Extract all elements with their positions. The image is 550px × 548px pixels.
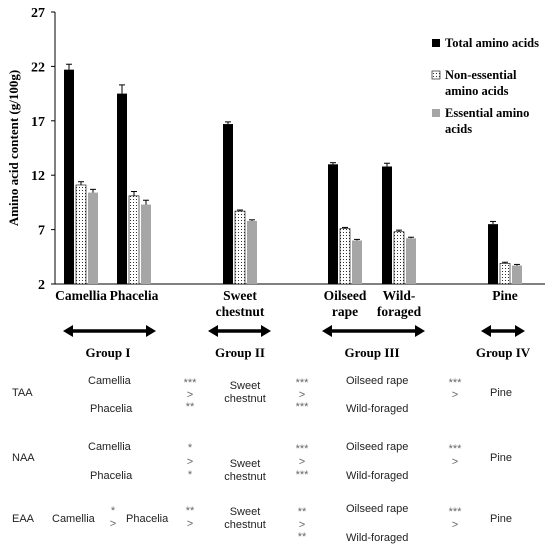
eaa-sig12-gt: > [186,518,194,530]
group-arrow-left-head [481,325,491,337]
eaa-sig34-top: *** [448,506,462,518]
group-label: Group II [215,345,265,360]
legend-label: Essential amino acids [445,106,529,136]
group-label: Group IV [476,345,531,360]
group-arrow-right-head [146,325,156,337]
naa-sig34-top: *** [448,443,462,455]
eaa-pine: Pine [490,513,513,525]
group-label: Group III [344,345,399,360]
taa-sweet: Sweet [229,380,261,392]
taa-sig12-bottom: ** [185,401,195,413]
bar [247,220,257,284]
eaa-chestnut: chestnut [224,519,266,531]
group-label: Group I [86,345,131,360]
eaa-sweet: Sweet [229,506,261,518]
bar [352,240,362,284]
y-axis-label: Amino acid content (g/100g) [6,70,21,226]
bar [234,210,246,285]
taa-sig34-top: *** [448,377,462,389]
bar [328,164,338,284]
bar [64,69,74,284]
bar [88,192,98,284]
naa-pine: Pine [490,452,513,464]
legend-swatch [432,109,440,117]
taa-pine: Pine [490,387,513,399]
row-label-taa: TAA [12,387,33,399]
bar [382,166,392,284]
eaa-sig12-top: ** [185,505,195,517]
y-tick-label: 2 [38,278,45,293]
legend-label: Non-essential amino acids [445,68,517,98]
y-tick-label: 12 [31,169,45,184]
taa-sig23-bottom: *** [295,401,309,413]
taa-camellia: Camellia [88,375,131,387]
eaa-sig23-top: ** [297,506,307,518]
bar [406,238,416,284]
y-tick-label: 22 [31,60,45,75]
legend-swatch [431,70,441,80]
eaa-sig23-bottom: ** [297,531,307,543]
naa-sig12-gt: > [186,456,194,468]
category-label: Pine [492,288,518,303]
bar [339,228,351,285]
eaa-oilseed: Oilseed rape [346,503,409,515]
row-label-naa: NAA [12,452,35,464]
bar [141,204,151,284]
naa-chestnut: chestnut [224,471,266,483]
bar [499,263,511,285]
taa-oilseed: Oilseed rape [346,375,409,387]
group-arrow-left-head [63,325,73,337]
naa-sig12-bottom: * [187,469,193,481]
category-label: Camellia [55,288,107,303]
eaa-phacelia: Phacelia [126,513,169,525]
group-arrow-right-head [515,325,525,337]
bar [393,231,405,285]
taa-sig12-top: *** [183,377,197,389]
category-label: Wild-foraged [377,288,422,319]
legend-label: Total amino acids [445,36,539,50]
row-label-eaa: EAA [12,513,35,525]
naa-sweet: Sweet [229,458,261,470]
naa-sig23-bottom: *** [295,469,309,481]
taa-sig23-gt: > [298,389,306,401]
y-tick-label: 7 [38,224,45,239]
eaa-sig23-gt: > [298,519,306,531]
group-arrow-left-head [322,325,332,337]
naa-oilseed: Oilseed rape [346,441,409,453]
eaa-sig1-gt: > [109,518,117,530]
bar [488,224,498,284]
group-arrow-left-head [208,325,218,337]
legend-swatch [432,39,440,47]
category-label: Phacelia [110,288,159,303]
eaa-sig34-gt: > [451,519,459,531]
taa-sig23-top: *** [295,377,309,389]
bar [128,195,140,285]
naa-phacelia: Phacelia [90,470,133,482]
taa-sig34-gt: > [451,389,459,401]
naa-sig23-gt: > [298,456,306,468]
bar [75,184,87,285]
naa-sig12-top: * [187,442,193,454]
taa-chestnut: chestnut [224,393,266,405]
category-label: Oilseed rape [324,288,367,319]
y-tick-label: 27 [31,6,45,21]
eaa-sig1-top: * [110,505,116,517]
taa-sig12-gt: > [186,389,194,401]
taa-wild: Wild-foraged [346,403,409,415]
bar [117,93,127,284]
naa-camellia: Camellia [88,441,131,453]
naa-wild: Wild-foraged [346,470,409,482]
y-tick-label: 17 [31,115,45,130]
eaa-wild: Wild-foraged [346,532,409,544]
bar [512,265,522,284]
bar [223,124,233,285]
naa-sig34-gt: > [451,456,459,468]
naa-sig23-top: *** [295,443,309,455]
group-arrow-right-head [415,325,425,337]
category-label: Sweet chestnut [216,288,265,319]
eaa-camellia: Camellia [52,513,95,525]
taa-phacelia: Phacelia [90,403,133,415]
group-arrow-right-head [261,325,271,337]
